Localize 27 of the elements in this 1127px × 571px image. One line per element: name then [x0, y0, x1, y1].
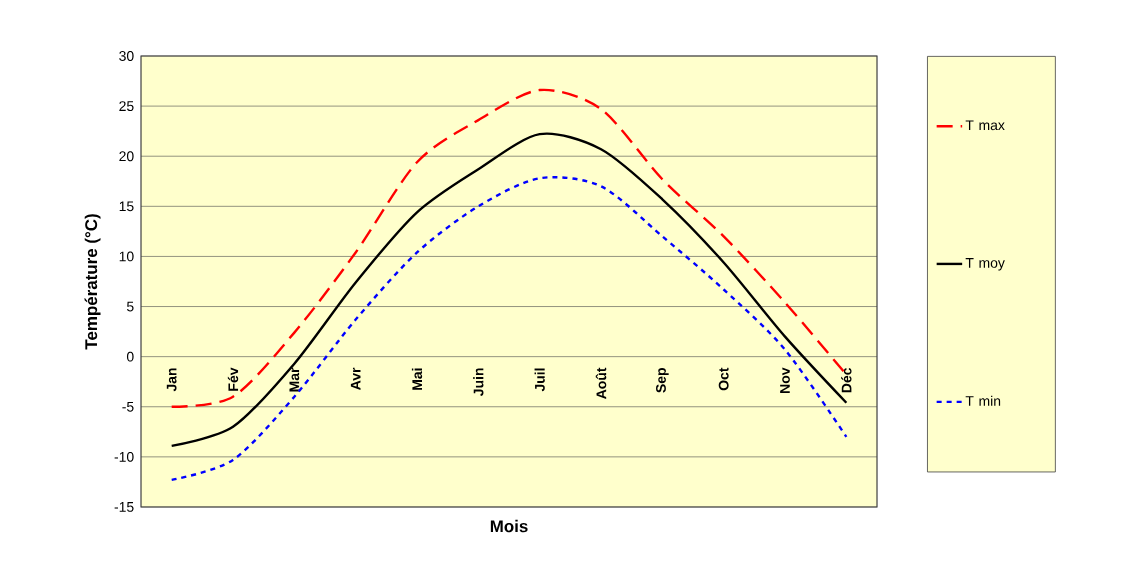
- legend-label: T moy: [965, 258, 1005, 271]
- y-tick-label: -15: [114, 502, 134, 512]
- x-tick-label: Oct: [718, 367, 729, 391]
- y-tick-label: 5: [126, 301, 134, 312]
- legend-label: T min: [965, 395, 1001, 406]
- x-tick-label: Juil: [534, 368, 545, 392]
- x-axis-title: Mois: [490, 519, 528, 533]
- y-axis-title: Température (°C): [84, 214, 101, 350]
- x-tick-label: Août: [595, 367, 607, 399]
- y-tick-label: 20: [119, 151, 134, 162]
- y-tick-label: 0: [126, 351, 134, 362]
- x-tick-label: Mar: [289, 367, 300, 392]
- y-tick-label: 15: [119, 201, 134, 212]
- x-tick-label: Jan: [166, 368, 177, 392]
- x-tick-label: Avr: [350, 367, 361, 390]
- x-tick-label: Nov: [780, 367, 790, 393]
- x-tick-label: Déc: [841, 367, 852, 393]
- x-tick-label: Fév: [227, 367, 239, 391]
- y-tick-label: 25: [119, 101, 134, 112]
- y-tick-label: -5: [122, 401, 134, 412]
- x-tick-label: Mai: [411, 368, 423, 390]
- y-tick-label: 10: [119, 251, 134, 262]
- x-tick-label: Sep: [656, 368, 669, 393]
- y-tick-label: 30: [119, 51, 134, 61]
- y-tick-label: -10: [114, 451, 134, 462]
- x-tick-label: Juin: [473, 368, 484, 396]
- legend-label: T max: [965, 120, 1005, 131]
